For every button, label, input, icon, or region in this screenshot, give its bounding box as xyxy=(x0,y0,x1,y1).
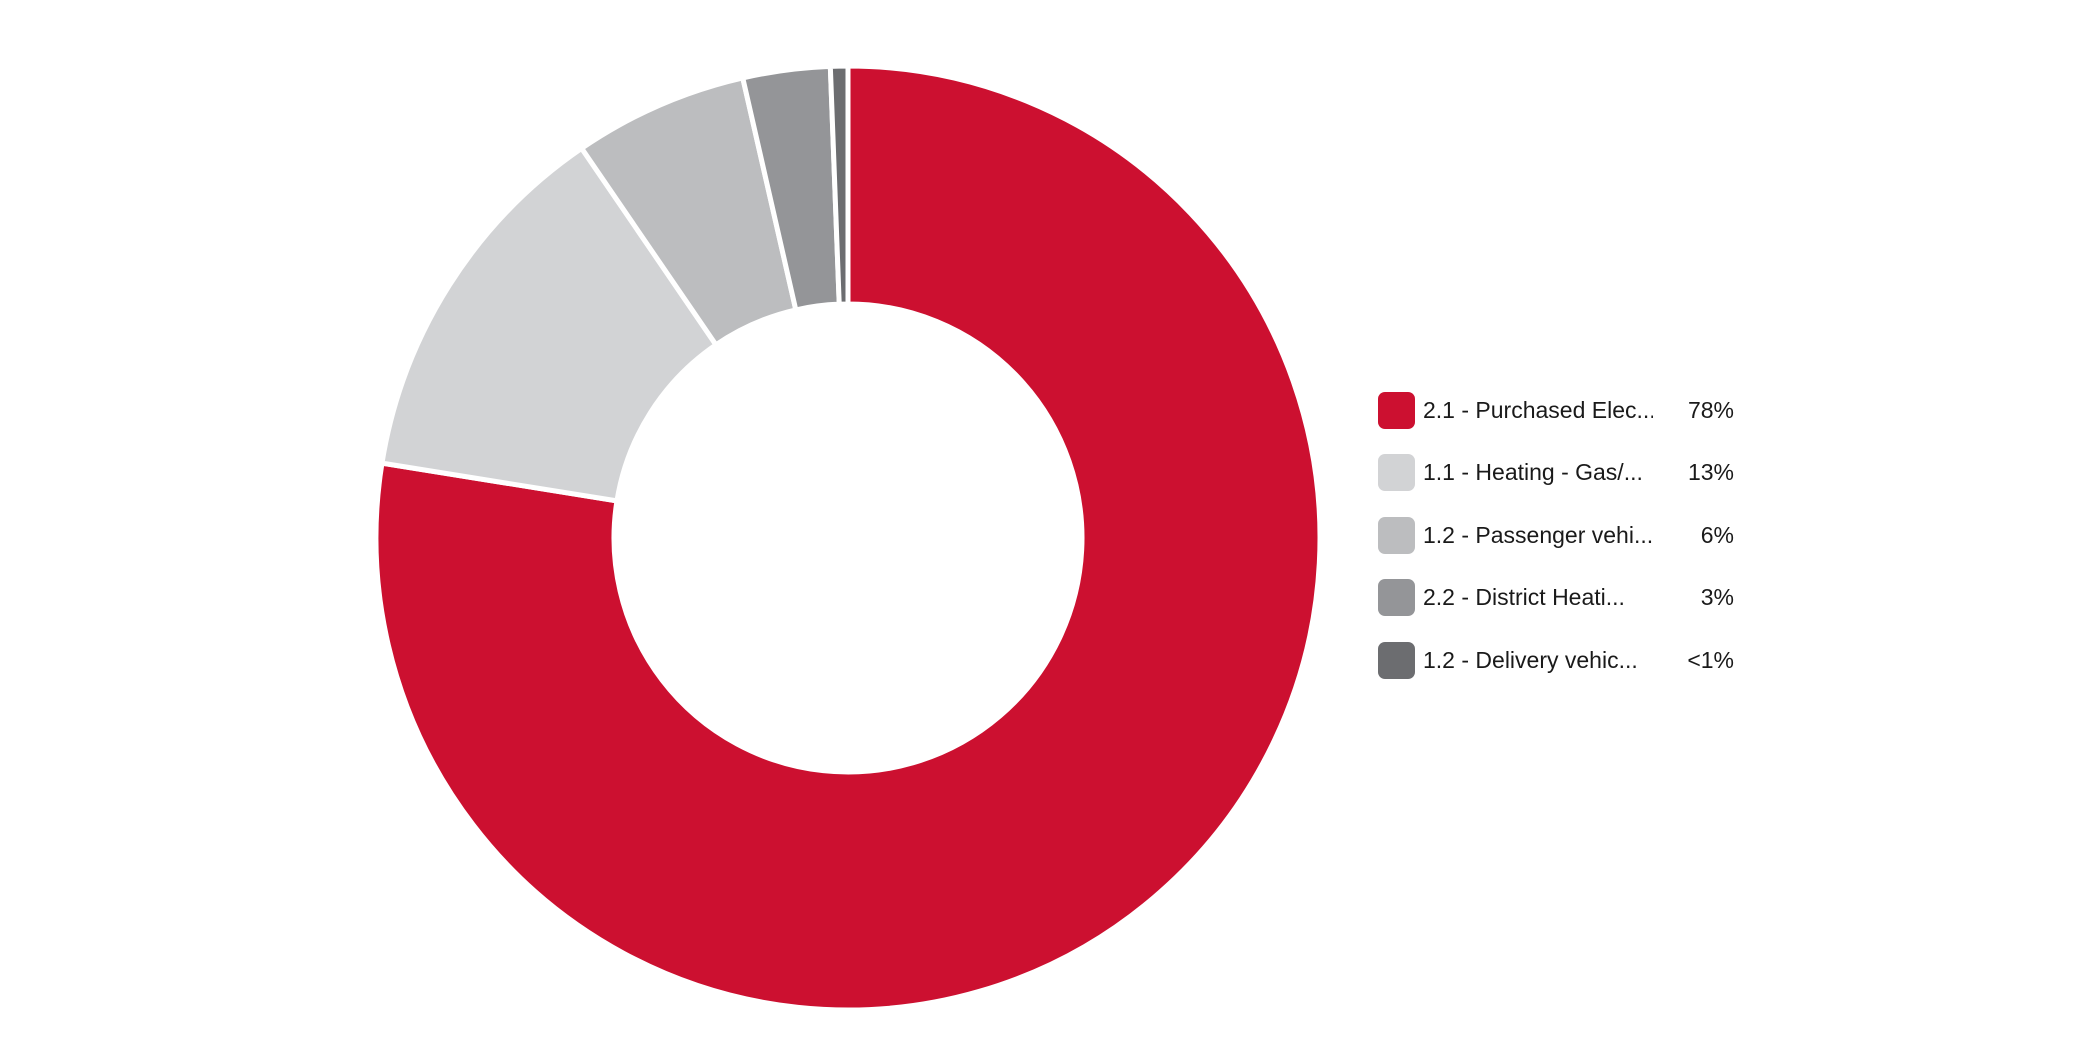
legend-swatch xyxy=(1378,579,1415,616)
donut-slice-5[interactable] xyxy=(827,63,851,307)
legend-swatch xyxy=(1378,516,1415,554)
legend-swatch xyxy=(1378,454,1415,491)
legend-item[interactable]: 1.2 - Delivery vehic... <1% xyxy=(1378,641,1738,679)
legend-item[interactable]: 1.1 - Heating - Gas/... 13% xyxy=(1378,454,1738,492)
legend-label: 1.2 - Passenger vehi... xyxy=(1423,521,1653,548)
legend-item[interactable]: 2.2 - District Heati... 3% xyxy=(1378,579,1738,617)
legend-value: 78% xyxy=(1687,396,1734,423)
legend-swatch xyxy=(1378,391,1415,429)
donut-slice-1[interactable] xyxy=(373,63,1323,1013)
legend: 2.1 - Purchased Elec... 78% 1.1 - Heatin… xyxy=(1378,391,1738,704)
legend-value: 3% xyxy=(1700,584,1734,610)
legend-item[interactable]: 1.2 - Passenger vehi... 6% xyxy=(1378,516,1738,554)
legend-value: <1% xyxy=(1687,646,1734,673)
legend-label: 1.2 - Delivery vehic... xyxy=(1423,646,1638,673)
legend-value: 13% xyxy=(1687,459,1734,485)
legend-item[interactable]: 2.1 - Purchased Elec... 78% xyxy=(1378,391,1738,429)
legend-label: 2.1 - Purchased Elec... xyxy=(1423,396,1653,423)
legend-value: 6% xyxy=(1700,521,1734,548)
legend-label: 1.1 - Heating - Gas/... xyxy=(1423,459,1643,485)
donut-slices xyxy=(373,63,1323,1013)
donut-slice-2[interactable] xyxy=(379,145,719,504)
legend-swatch xyxy=(1378,641,1415,679)
legend-label: 2.2 - District Heati... xyxy=(1423,584,1625,610)
